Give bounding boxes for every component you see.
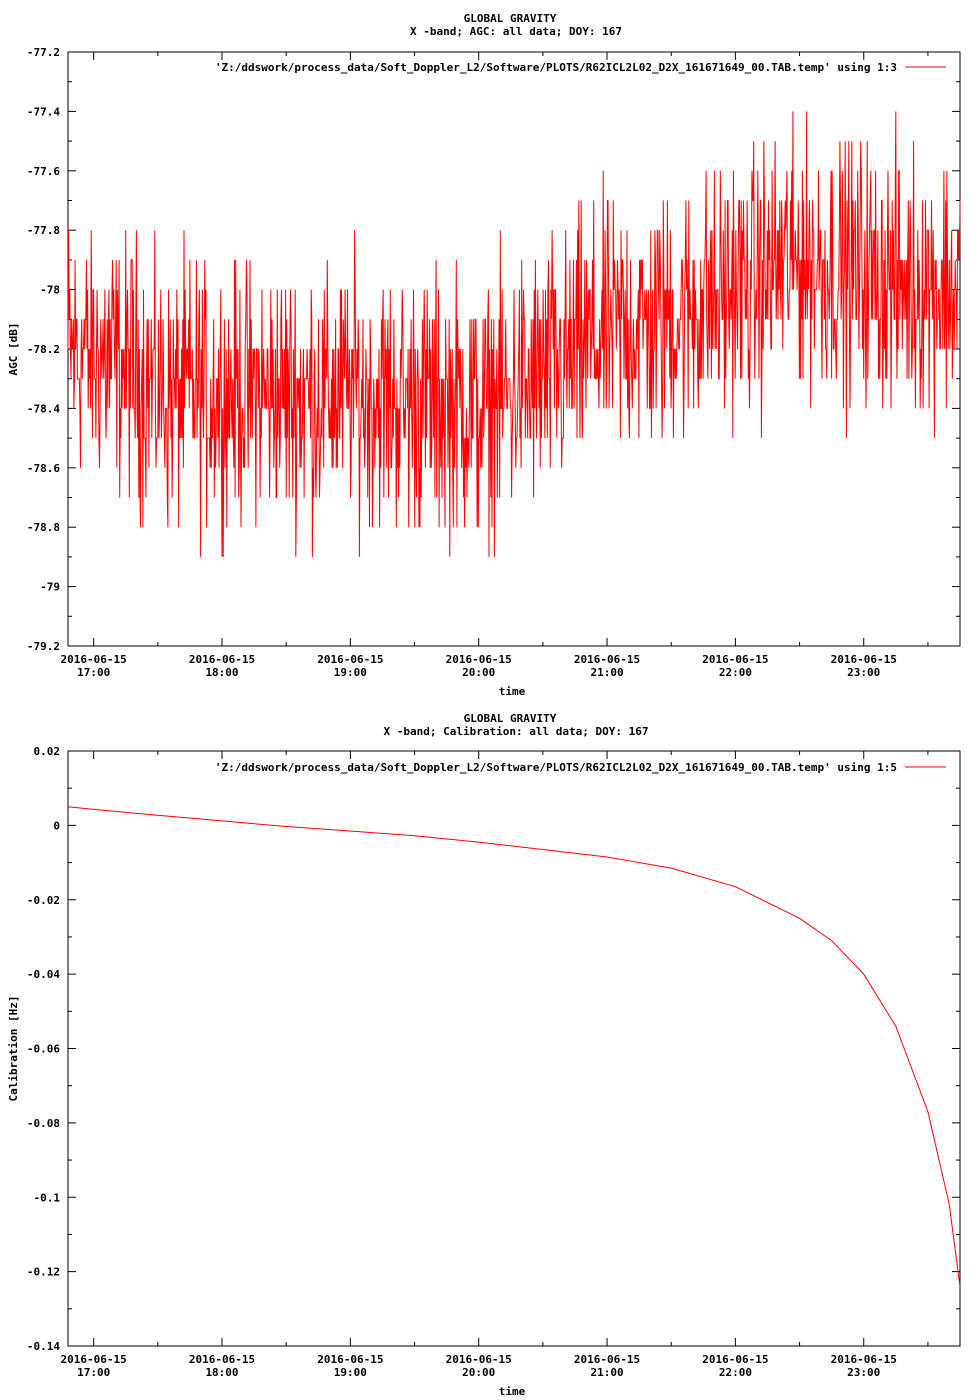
y-tick-label: -0.04	[27, 968, 60, 981]
y-tick-label: 0.02	[34, 745, 61, 758]
x-tick-label-date: 2016-06-15	[831, 1353, 897, 1366]
y-tick-label: -78	[40, 284, 60, 297]
x-tick-label-time: 17:00	[77, 1366, 110, 1379]
y-tick-label: -78.8	[27, 521, 60, 534]
plot-frame	[67, 750, 961, 1347]
x-tick-label-time: 17:00	[77, 666, 110, 679]
y-tick-label: -0.14	[27, 1340, 60, 1353]
y-tick-label: -0.06	[27, 1043, 60, 1056]
x-tick-label-time: 23:00	[847, 666, 880, 679]
x-axis-label: time	[499, 685, 526, 698]
series-line	[67, 806, 961, 1287]
y-tick-label: -77.4	[27, 105, 60, 118]
x-tick-label-time: 21:00	[590, 666, 623, 679]
y-tick-label: -0.1	[34, 1191, 61, 1204]
y-tick-label: -0.12	[27, 1266, 60, 1279]
x-tick-label-time: 18:00	[205, 666, 238, 679]
y-tick-label: -78.4	[27, 402, 60, 415]
x-tick-label-date: 2016-06-15	[189, 653, 255, 666]
x-tick-label-time: 18:00	[205, 1366, 238, 1379]
x-tick-label-date: 2016-06-15	[574, 1353, 640, 1366]
x-tick-label-date: 2016-06-15	[189, 1353, 255, 1366]
y-tick-label: -0.08	[27, 1117, 60, 1130]
y-tick-label: -0.02	[27, 894, 60, 907]
x-tick-label-date: 2016-06-15	[702, 1353, 768, 1366]
y-tick-label: -78.6	[27, 462, 60, 475]
legend-label: 'Z:/ddswork/process_data/Soft_Doppler_L2…	[215, 761, 897, 774]
x-tick-label-date: 2016-06-15	[61, 653, 127, 666]
x-tick-label-date: 2016-06-15	[446, 653, 512, 666]
x-tick-label-date: 2016-06-15	[702, 653, 768, 666]
y-axis-label: AGC [dB]	[7, 323, 20, 376]
x-tick-label-date: 2016-06-15	[61, 1353, 127, 1366]
x-axis-label: time	[499, 1385, 526, 1398]
x-tick-label-date: 2016-06-15	[317, 653, 383, 666]
x-tick-label-date: 2016-06-15	[446, 1353, 512, 1366]
x-tick-label-time: 19:00	[334, 1366, 367, 1379]
y-tick-label: -78.2	[27, 343, 60, 356]
y-tick-label: -77.8	[27, 224, 60, 237]
chart-subtitle: X -band; AGC: all data; DOY: 167	[410, 25, 622, 38]
chart-title: GLOBAL GRAVITY	[464, 12, 557, 25]
y-tick-label: -79	[40, 581, 60, 594]
x-tick-label-time: 22:00	[719, 666, 752, 679]
x-tick-label-date: 2016-06-15	[831, 653, 897, 666]
x-tick-label-time: 20:00	[462, 666, 495, 679]
chart-title: GLOBAL GRAVITY	[464, 712, 557, 725]
y-tick-label: -79.2	[27, 640, 60, 653]
x-tick-label-time: 22:00	[719, 1366, 752, 1379]
x-tick-label-date: 2016-06-15	[574, 653, 640, 666]
y-tick-label: 0	[53, 819, 60, 832]
x-tick-label-time: 19:00	[334, 666, 367, 679]
x-tick-label-date: 2016-06-15	[317, 1353, 383, 1366]
legend-label: 'Z:/ddswork/process_data/Soft_Doppler_L2…	[215, 61, 897, 74]
y-tick-label: -77.6	[27, 165, 60, 178]
x-tick-label-time: 21:00	[590, 1366, 623, 1379]
y-axis-label: Calibration [Hz]	[7, 996, 20, 1102]
chart-subtitle: X -band; Calibration: all data; DOY: 167	[384, 725, 649, 738]
x-tick-label-time: 23:00	[847, 1366, 880, 1379]
y-tick-label: -77.2	[27, 46, 60, 59]
x-tick-label-time: 20:00	[462, 1366, 495, 1379]
series-line	[67, 111, 961, 557]
